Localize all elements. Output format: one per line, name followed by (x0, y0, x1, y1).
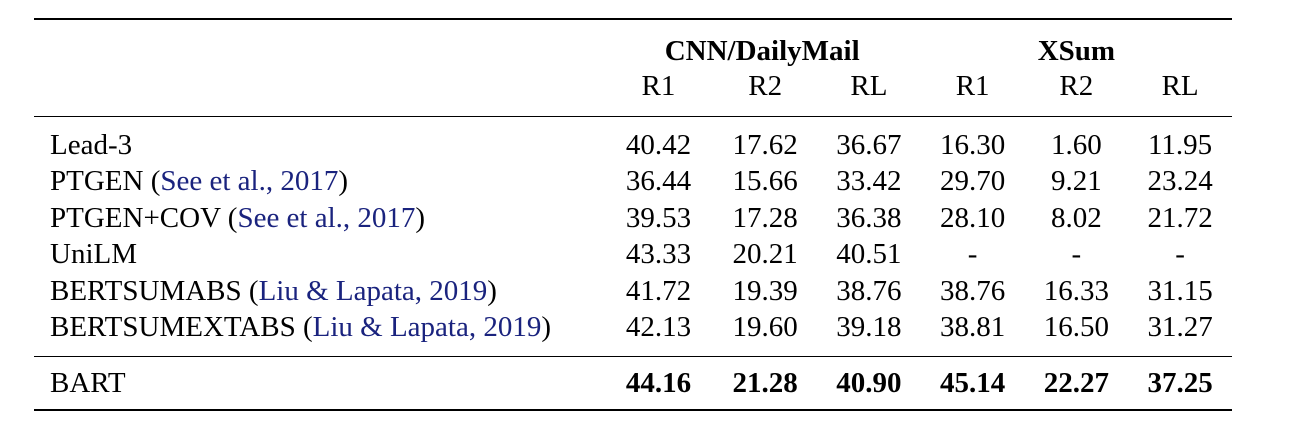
model-cell: BERTSUMABS (Liu & Lapata, 2019) (34, 273, 604, 310)
score-cell: 37.25 (1147, 366, 1213, 399)
score-cell: 1.60 (1050, 128, 1102, 161)
score-cell: 16.30 (939, 128, 1006, 161)
score-cell: 23.24 (1147, 165, 1213, 198)
score-cell: - (967, 238, 978, 271)
model-name: Lead-3 (50, 128, 133, 161)
table-row: BERTSUMEXTABS (Liu & Lapata, 2019) 42.13 1… (34, 310, 1232, 347)
group-header-xsum: XSum (1037, 35, 1116, 67)
model-name: PTGEN+COV (50, 201, 221, 234)
citation-open-paren: ( (220, 201, 238, 234)
metric-header: R1 (955, 70, 990, 102)
score-cell: 17.62 (732, 128, 798, 161)
score-cell: 11.95 (1148, 128, 1213, 161)
score-cell: 21.28 (732, 366, 798, 399)
score-cell: 38.81 (939, 311, 1006, 344)
table-row-bart: BART 44.16 21.28 40.90 45.14 22.27 37.25 (34, 356, 1232, 410)
citation-open-paren: ( (241, 274, 259, 307)
model-cell: UniLM (34, 237, 604, 274)
score-cell: 36.44 (625, 165, 692, 198)
citation-close-paren: ) (415, 201, 426, 234)
table-row: PTGEN (See et al., 2017) 36.44 15.66 33.42 2… (34, 164, 1232, 201)
citation-open-paren: ( (143, 165, 161, 198)
spacer-row (34, 346, 1232, 357)
score-cell: 31.27 (1147, 311, 1213, 344)
score-cell: 41.72 (625, 274, 692, 307)
score-cell: - (1175, 238, 1185, 271)
metric-header-row: R1 R2 RL R1 R2 RL (34, 66, 1232, 117)
citation-close-paren: ) (541, 311, 552, 344)
score-cell: 33.42 (836, 165, 902, 198)
group-header-row: CNN/DailyMail XSum (34, 19, 1232, 66)
citation-link[interactable]: Liu & Lapata, 2019 (312, 311, 542, 344)
score-cell: 17.28 (732, 201, 798, 234)
citation-link[interactable]: See et al., 2017 (237, 201, 416, 234)
table-body: Lead-3 40.42 17.62 36.67 16.30 1.60 11.95 PTGEN… (34, 116, 1232, 357)
score-cell: 8.02 (1050, 201, 1102, 234)
citation-link[interactable]: See et al., 2017 (160, 165, 339, 198)
score-cell: 40.90 (836, 366, 902, 399)
citation-close-paren: ) (338, 165, 349, 198)
metric-header: R2 (1059, 70, 1094, 102)
score-cell: 44.16 (625, 366, 692, 399)
model-name: UniLM (50, 238, 137, 271)
table-row: Lead-3 40.42 17.62 36.67 16.30 1.60 11.95 (34, 127, 1232, 164)
score-cell: 36.38 (836, 201, 902, 234)
model-cell: PTGEN+COV (See et al., 2017) (34, 200, 604, 237)
score-cell: 16.50 (1043, 311, 1109, 344)
score-cell: 42.13 (625, 311, 692, 344)
score-cell: 39.53 (625, 201, 692, 234)
model-name: PTGEN (50, 165, 144, 198)
score-cell: 19.60 (732, 311, 798, 344)
table-row: UniLM 43.33 20.21 40.51 - - - (34, 237, 1232, 274)
score-cell: 29.70 (939, 165, 1006, 198)
score-cell: 38.76 (939, 274, 1006, 307)
score-cell: 9.21 (1050, 165, 1102, 198)
model-cell: Lead-3 (34, 127, 604, 164)
empty-header-cell (34, 19, 604, 66)
table-row: PTGEN+COV (See et al., 2017) 39.53 17.28 36… (34, 200, 1232, 237)
citation-open-paren: ( (295, 311, 313, 344)
score-cell: - (1071, 238, 1082, 271)
score-cell: 20.21 (732, 238, 798, 271)
results-table: CNN/DailyMail XSum R1 R2 RL R1 R2 RL Lea… (34, 18, 1232, 411)
score-cell: 40.42 (625, 128, 692, 161)
score-cell: 16.33 (1043, 274, 1109, 307)
score-cell: 19.39 (732, 274, 798, 307)
group-header-cnn-dailymail: CNN/DailyMail (664, 35, 860, 67)
model-cell: BERTSUMEXTABS (Liu & Lapata, 2019) (34, 310, 604, 347)
metric-header: R2 (748, 70, 783, 102)
score-cell: 40.51 (836, 238, 902, 271)
empty-header-cell (34, 66, 604, 117)
citation-close-paren: ) (487, 274, 497, 307)
spacer-row (34, 116, 1232, 128)
metric-header: RL (850, 70, 888, 102)
score-cell: 31.15 (1147, 274, 1213, 307)
score-cell: 15.66 (732, 165, 798, 198)
model-name: BART (50, 366, 126, 399)
score-cell: 43.33 (625, 238, 692, 271)
score-cell: 36.67 (836, 128, 902, 161)
metric-header: R1 (641, 70, 676, 102)
results-table-container: CNN/DailyMail XSum R1 R2 RL R1 R2 RL Lea… (34, 18, 1232, 411)
final-section: BART 44.16 21.28 40.90 45.14 22.27 37.25 (34, 356, 1232, 410)
model-name: BERTSUMEXTABS (50, 311, 296, 344)
score-cell: 45.14 (939, 366, 1006, 399)
metric-header: RL (1161, 70, 1199, 102)
score-cell: 28.10 (939, 201, 1006, 234)
score-cell: 21.72 (1147, 201, 1213, 234)
citation-link[interactable]: Liu & Lapata, 2019 (258, 274, 488, 307)
score-cell: 22.27 (1043, 366, 1109, 399)
score-cell: 38.76 (836, 274, 902, 307)
model-name: BERTSUMABS (50, 274, 242, 307)
score-cell: 39.18 (836, 311, 902, 344)
model-cell: PTGEN (See et al., 2017) (34, 164, 604, 201)
table-row: BERTSUMABS (Liu & Lapata, 2019) 41.72 19.3… (34, 273, 1232, 310)
